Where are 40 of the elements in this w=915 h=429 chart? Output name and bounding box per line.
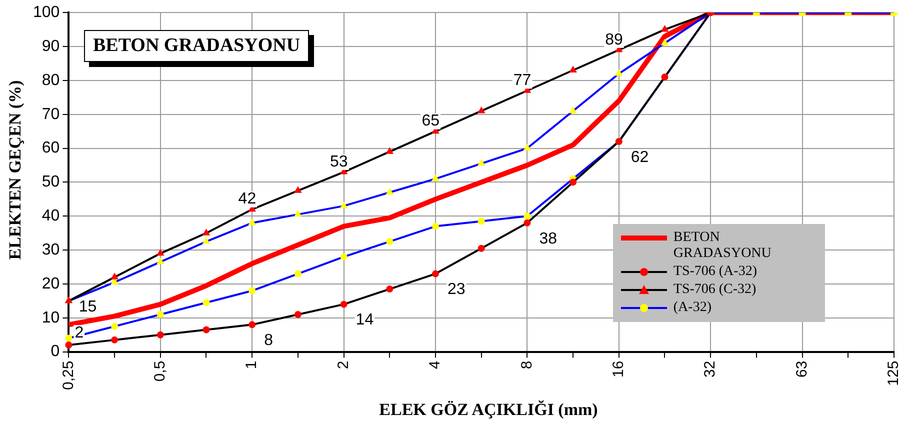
x-tick-label: 8: [518, 360, 536, 370]
x-tick-label: 63: [793, 360, 810, 378]
data-label: 38: [539, 230, 558, 248]
legend-label: TS-706 (A-32): [673, 264, 757, 280]
data-label: 23: [447, 281, 466, 298]
data-label: 15: [78, 298, 97, 316]
data-label: 2: [74, 324, 84, 342]
y-tick-label: 0: [50, 343, 60, 360]
x-axis-title: ELEK GÖZ AÇIKLIĞI (mm): [378, 400, 599, 420]
x-tick-label: 32: [702, 360, 719, 378]
data-label: 53: [330, 153, 348, 170]
y-tick-label: 100: [32, 4, 60, 22]
legend-label: (A-32): [673, 300, 712, 316]
y-tick-label: 90: [42, 38, 60, 55]
data-label: 62: [630, 148, 649, 166]
text: BETON GRADASYONU: [84, 30, 310, 62]
y-tick-label: 50: [42, 174, 60, 191]
y-tick-label: 40: [42, 208, 60, 225]
legend-label: TS-706 (C-32): [673, 282, 756, 298]
x-tick-label: 1: [243, 360, 260, 370]
data-label: 8: [264, 332, 274, 350]
data-label: 42: [238, 190, 256, 208]
data-label: 65: [422, 112, 440, 130]
data-label: 77: [513, 72, 532, 90]
x-tick-label: 4: [426, 360, 444, 370]
legend-label: BETON GRADASYONU: [673, 230, 772, 262]
x-tick-label: 0,25: [60, 360, 77, 390]
y-tick-label: 80: [42, 72, 60, 89]
y-tick-label: 10: [42, 309, 60, 326]
data-label: 89: [605, 31, 623, 48]
data-label: 14: [356, 312, 374, 329]
y-axis-title: ELEKTEN GEÇEN (%): [6, 80, 26, 260]
x-tick-label: 0,5: [152, 360, 169, 382]
x-tick-label: 16: [610, 360, 628, 378]
y-tick-label: 30: [42, 241, 60, 258]
y-tick-label: 70: [42, 106, 60, 123]
y-tick-label: 20: [42, 275, 60, 292]
x-tick-label: 125: [885, 360, 902, 386]
y-tick-label: 60: [42, 140, 60, 157]
x-tick-label: 2: [334, 360, 352, 370]
